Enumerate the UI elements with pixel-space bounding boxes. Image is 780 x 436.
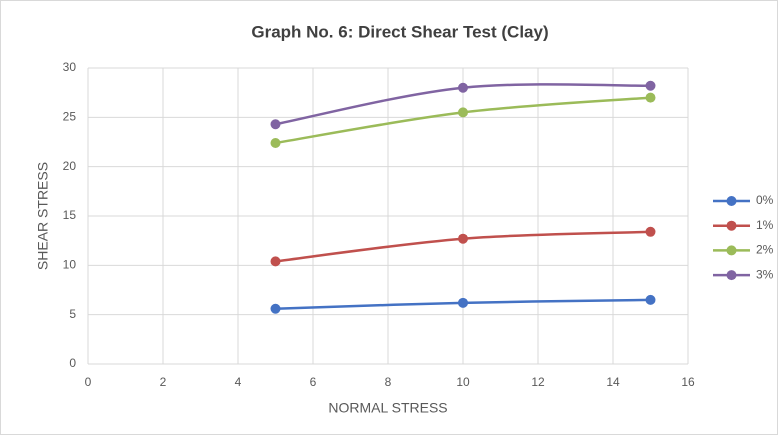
y-tick-label: 10 [63,258,77,272]
data-point [645,80,656,91]
data-point [458,297,468,308]
legend-label: 2% [756,243,774,257]
chart-title: Graph No. 6: Direct Shear Test (Clay) [251,22,548,41]
data-point [270,137,281,148]
data-point [270,303,281,314]
y-tick-label: 30 [63,60,77,74]
x-tick-label: 0 [85,375,92,389]
x-axis-label: NORMAL STRESS [328,400,447,416]
data-point [645,226,656,237]
legend-label: 1% [756,218,774,232]
x-tick-label: 6 [310,375,317,389]
x-tick-label: 8 [385,375,392,389]
y-tick-label: 25 [63,110,77,124]
data-point [458,233,468,244]
legend-marker [726,196,737,206]
data-point [458,107,468,118]
legend-marker [726,220,737,231]
x-tick-label: 16 [681,375,695,389]
x-tick-label: 14 [606,375,620,389]
y-tick-label: 20 [63,159,77,173]
data-point [458,82,468,93]
data-point [645,92,656,103]
data-point [645,294,656,305]
y-axis-label: SHEAR STRESS [35,162,51,270]
legend-marker [726,270,737,281]
legend-label: 0% [756,193,774,207]
legend-label: 3% [756,267,774,281]
legend-marker [726,245,737,256]
data-point [270,256,281,267]
data-point [270,119,281,130]
y-tick-label: 15 [63,208,77,222]
x-tick-label: 10 [456,375,470,389]
x-tick-label: 4 [235,375,242,389]
x-tick-label: 12 [531,375,545,389]
y-tick-label: 0 [69,356,76,370]
y-tick-label: 5 [69,307,76,321]
x-tick-label: 2 [160,375,167,389]
